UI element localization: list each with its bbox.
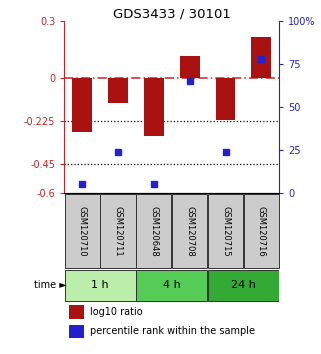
Text: GSM120708: GSM120708 — [185, 206, 194, 256]
FancyBboxPatch shape — [65, 194, 100, 268]
Title: GDS3433 / 30101: GDS3433 / 30101 — [113, 7, 231, 20]
FancyBboxPatch shape — [172, 194, 207, 268]
Text: percentile rank within the sample: percentile rank within the sample — [90, 326, 255, 336]
Text: GSM120711: GSM120711 — [113, 206, 123, 256]
FancyBboxPatch shape — [136, 194, 171, 268]
FancyBboxPatch shape — [208, 270, 279, 301]
Bar — [144, 79, 164, 136]
Text: GSM120710: GSM120710 — [78, 206, 87, 256]
Bar — [68, 306, 83, 319]
Bar — [72, 79, 92, 132]
FancyBboxPatch shape — [100, 194, 135, 268]
Text: GSM120648: GSM120648 — [149, 206, 158, 256]
FancyBboxPatch shape — [208, 194, 243, 268]
Text: log10 ratio: log10 ratio — [90, 307, 143, 318]
Bar — [180, 56, 200, 79]
Bar — [108, 79, 128, 103]
Text: 4 h: 4 h — [163, 280, 181, 291]
FancyBboxPatch shape — [136, 270, 207, 301]
Bar — [68, 325, 83, 338]
Bar — [216, 79, 235, 120]
FancyBboxPatch shape — [65, 270, 135, 301]
Text: 1 h: 1 h — [91, 280, 109, 291]
Text: GSM120716: GSM120716 — [257, 206, 266, 256]
Bar — [251, 36, 271, 79]
FancyBboxPatch shape — [244, 194, 279, 268]
Text: GSM120715: GSM120715 — [221, 206, 230, 256]
Text: 24 h: 24 h — [231, 280, 256, 291]
Text: time ►: time ► — [34, 280, 67, 291]
